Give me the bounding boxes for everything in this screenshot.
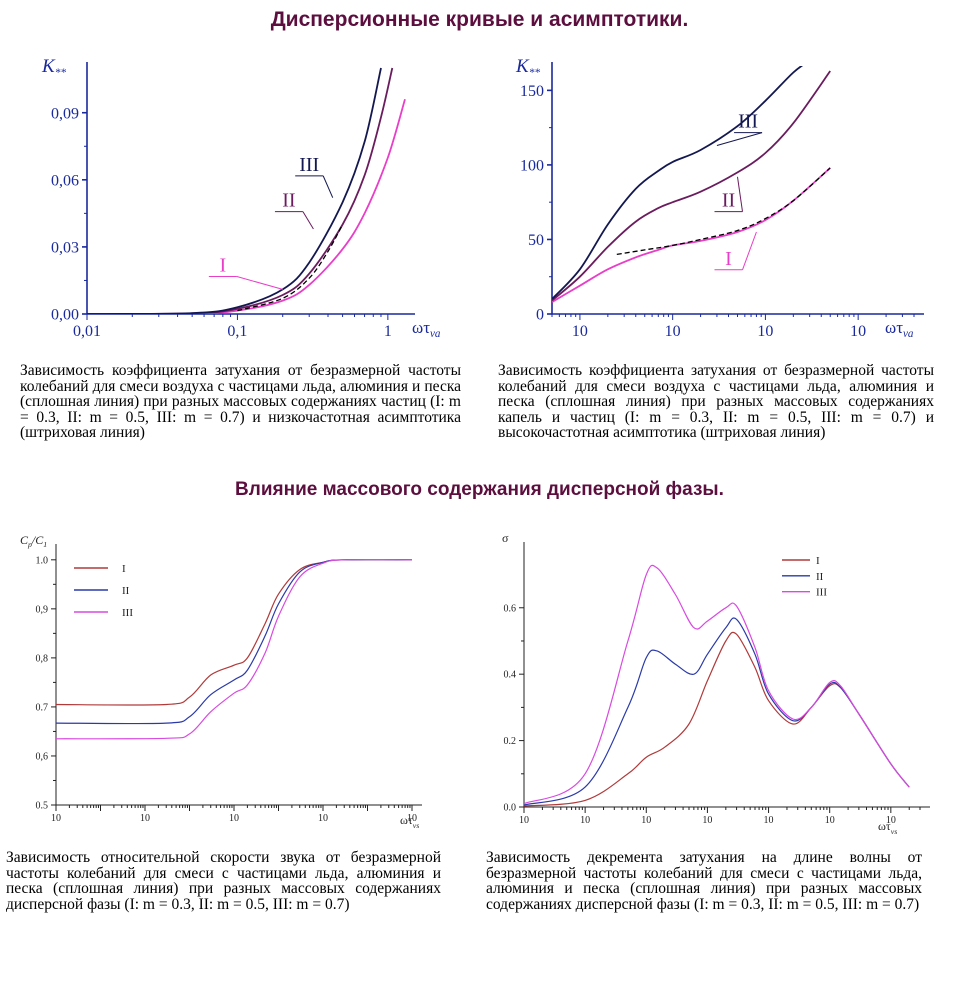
y-tick-label: 100 bbox=[520, 158, 544, 175]
x-axis-label: ωτva bbox=[885, 318, 914, 340]
y-tick-label: 0.6 bbox=[504, 603, 517, 614]
series-line-I bbox=[524, 631, 910, 807]
y-tick-label: 1.0 bbox=[36, 555, 49, 566]
series-line-II bbox=[56, 559, 413, 725]
x-axis-label-sub: vs bbox=[891, 827, 898, 836]
x-tick-label: 1 bbox=[384, 323, 392, 340]
y-tick-label: 0,9 bbox=[36, 604, 49, 615]
series-annotation: I bbox=[220, 255, 227, 277]
annotation-leader-line bbox=[716, 132, 763, 147]
annotation-leader-line bbox=[302, 211, 314, 230]
y-axis-label-sub: p bbox=[27, 540, 32, 549]
x-axis-label-sub: va bbox=[903, 328, 914, 340]
y-axis-label-sub: ** bbox=[529, 67, 541, 79]
caption-chart-2: Зависимость коэффициента затухания от бе… bbox=[498, 362, 934, 441]
bottom-section-heading: Влияние массового содержания дисперсной … bbox=[235, 479, 724, 500]
x-tick-label: 10 bbox=[665, 323, 681, 340]
y-tick-label: 0.4 bbox=[504, 670, 517, 681]
x-tick-label: 10 bbox=[764, 815, 774, 826]
y-tick-label: 50 bbox=[528, 232, 544, 249]
y-tick-label: 0,8 bbox=[36, 653, 49, 664]
legend-label-III: III bbox=[816, 587, 827, 599]
y-tick-label: 0,06 bbox=[51, 172, 79, 189]
y-tick-label: 0.0 bbox=[504, 803, 517, 814]
series-line-I bbox=[87, 99, 406, 314]
y-tick-label: 0.7 bbox=[36, 702, 49, 713]
caption-chart-3: Зависимость относительной скорости звука… bbox=[6, 849, 441, 913]
x-tick-label: 10 bbox=[51, 813, 61, 824]
annotation-leader-line bbox=[236, 276, 283, 290]
series-line-III bbox=[87, 67, 382, 314]
x-axis-label: ωτva bbox=[412, 318, 441, 340]
x-tick-label: 10 bbox=[519, 815, 529, 826]
series-annotation: II bbox=[722, 190, 735, 212]
y-tick-label: 150 bbox=[520, 83, 544, 100]
x-tick-label: 0,01 bbox=[73, 323, 101, 340]
x-tick-label: 10 bbox=[702, 815, 712, 826]
annotation-leader-line bbox=[322, 175, 334, 198]
y-axis-label-sub: 1 bbox=[43, 540, 47, 549]
y-axis-label: K** bbox=[515, 56, 540, 79]
series-line-II bbox=[552, 70, 831, 302]
y-tick-label: 0 bbox=[536, 307, 544, 324]
y-tick-label: 0,6 bbox=[36, 751, 49, 762]
top-section-heading: Дисперсионные кривые и асимптотики. bbox=[270, 8, 689, 31]
x-axis-label-sub: vs bbox=[413, 821, 420, 830]
x-tick-label: 10 bbox=[572, 323, 588, 340]
series-line-III bbox=[56, 558, 413, 740]
x-tick-label: 10 bbox=[580, 815, 590, 826]
y-axis-label: σ bbox=[502, 531, 509, 545]
y-tick-label: 0,09 bbox=[51, 105, 79, 122]
y-tick-label: 0.5 bbox=[36, 801, 49, 812]
y-axis-label-mid: /C bbox=[31, 533, 44, 547]
caption-chart-4: Зависимость декремента затухания на длин… bbox=[486, 849, 922, 913]
x-tick-label: 10 bbox=[140, 813, 150, 824]
x-axis-label-sub: va bbox=[430, 328, 441, 340]
plot-area bbox=[552, 66, 831, 303]
x-tick-label: 10 bbox=[825, 815, 835, 826]
asymptote-dashed-line bbox=[237, 224, 344, 312]
asymptote-dashed-line bbox=[616, 167, 831, 256]
x-tick-label: 10 bbox=[229, 813, 239, 824]
series-annotation: I bbox=[725, 248, 732, 270]
legend-label-III: III bbox=[122, 607, 133, 619]
y-tick-label: 0,00 bbox=[51, 307, 79, 324]
plot-area bbox=[524, 564, 910, 807]
series-annotation: III bbox=[738, 111, 758, 133]
y-axis-label: Cp/C1 bbox=[20, 533, 47, 549]
legend-label-II: II bbox=[122, 585, 130, 597]
series-line-III bbox=[552, 66, 803, 300]
series-line-I bbox=[56, 559, 413, 706]
series-line-II bbox=[524, 617, 910, 806]
x-tick-label: 10 bbox=[407, 813, 417, 824]
y-axis-label-sub: ** bbox=[55, 67, 67, 79]
plot-area bbox=[56, 558, 413, 740]
x-tick-label: 10 bbox=[850, 323, 866, 340]
series-line-III bbox=[524, 564, 910, 805]
y-axis-label: K** bbox=[41, 56, 66, 79]
chart-decrement-attenuation: 0.00.20.40.610-210-1100101102103104σωτvs… bbox=[502, 531, 930, 836]
chart-relative-sound-speed: 0.50,60.70,80,91.010-310-1101103105Cp/C1… bbox=[20, 533, 422, 830]
annotation-leader-line bbox=[742, 231, 757, 270]
annotation-leader-line bbox=[736, 176, 744, 212]
y-tick-label: 0.2 bbox=[504, 736, 517, 747]
series-annotation: II bbox=[282, 190, 295, 212]
legend-label-I: I bbox=[122, 563, 126, 575]
x-tick-label: 0,1 bbox=[227, 323, 247, 340]
legend-label-II: II bbox=[816, 571, 824, 583]
x-tick-label: 10 bbox=[641, 815, 651, 826]
x-tick-label: 10 bbox=[886, 815, 896, 826]
x-tick-label: 10 bbox=[757, 323, 773, 340]
y-tick-label: 0,03 bbox=[51, 240, 79, 257]
series-annotation: III bbox=[299, 154, 319, 176]
series-line-I bbox=[552, 167, 831, 303]
plot-area bbox=[87, 67, 406, 314]
x-tick-label: 10 bbox=[318, 813, 328, 824]
legend-label-I: I bbox=[816, 555, 820, 567]
caption-chart-1: Зависимость коэффициента затухания от бе… bbox=[20, 362, 461, 441]
